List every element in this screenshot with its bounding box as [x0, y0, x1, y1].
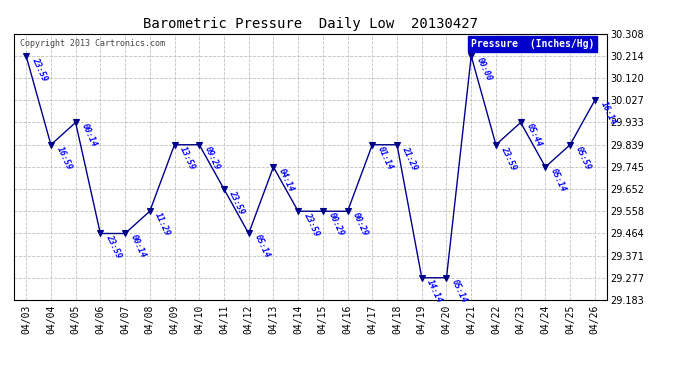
- Text: 00:00: 00:00: [475, 56, 493, 82]
- Text: 05:14: 05:14: [450, 278, 469, 304]
- Text: 00:14: 00:14: [129, 234, 148, 260]
- Text: 23:59: 23:59: [302, 211, 321, 238]
- Text: 01:14: 01:14: [376, 145, 395, 171]
- Text: 23:59: 23:59: [500, 145, 518, 171]
- Text: 16:59: 16:59: [55, 145, 73, 171]
- Text: Pressure  (Inches/Hg): Pressure (Inches/Hg): [471, 39, 594, 49]
- Text: 23:59: 23:59: [104, 234, 123, 260]
- Text: 00:14: 00:14: [79, 123, 98, 149]
- Text: 14:14: 14:14: [426, 278, 444, 304]
- Text: 04:14: 04:14: [277, 167, 296, 194]
- Text: 23:59: 23:59: [30, 56, 48, 82]
- Text: Copyright 2013 Cartronics.com: Copyright 2013 Cartronics.com: [20, 39, 165, 48]
- Text: 05:59: 05:59: [574, 145, 593, 171]
- Text: 09:29: 09:29: [203, 145, 221, 171]
- Text: 05:44: 05:44: [524, 123, 543, 149]
- Text: 00:29: 00:29: [351, 211, 370, 238]
- Text: 13:59: 13:59: [178, 145, 197, 171]
- Text: 21:29: 21:29: [401, 145, 420, 171]
- Text: 11:29: 11:29: [153, 211, 172, 238]
- Text: 16:14: 16:14: [598, 100, 618, 127]
- Title: Barometric Pressure  Daily Low  20130427: Barometric Pressure Daily Low 20130427: [143, 17, 478, 31]
- Text: 23:59: 23:59: [228, 189, 246, 216]
- Text: 05:14: 05:14: [253, 234, 271, 260]
- Text: 05:14: 05:14: [549, 167, 568, 194]
- Text: 00:29: 00:29: [326, 211, 345, 238]
